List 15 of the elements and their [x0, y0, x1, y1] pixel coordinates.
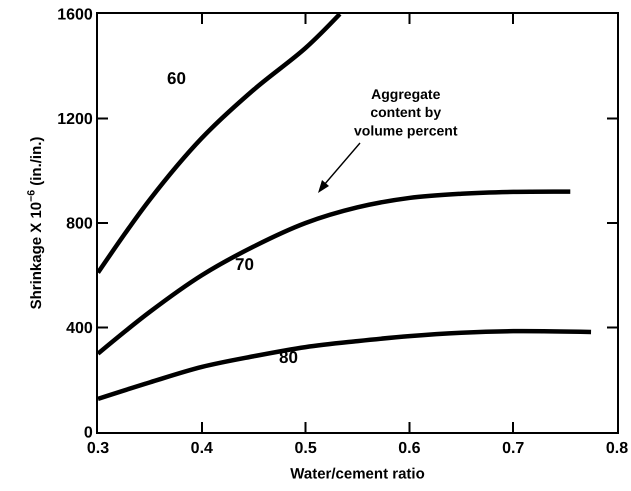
y-tick-label: 1200	[57, 111, 93, 128]
annotation: Aggregate content by volume percent	[354, 86, 458, 138]
y-tick-label: 1600	[57, 6, 93, 24]
x-tick-label: 0.5	[294, 440, 317, 458]
x-tick-label: 0.3	[86, 440, 110, 458]
y-tick-label: 0	[84, 424, 93, 442]
x-tick-label: 0.8	[606, 440, 628, 458]
x-tick-label: 0.6	[398, 440, 421, 458]
x-tick-label: 0.4	[190, 440, 214, 458]
y-tick-label: 400	[66, 320, 93, 338]
y-tick-label: 800	[66, 216, 93, 233]
x-axis-title: Water/cement ratio	[290, 466, 425, 483]
text: 60	[167, 69, 186, 88]
x-tick-label: 0.7	[502, 440, 524, 458]
series-label: 70	[235, 255, 254, 274]
